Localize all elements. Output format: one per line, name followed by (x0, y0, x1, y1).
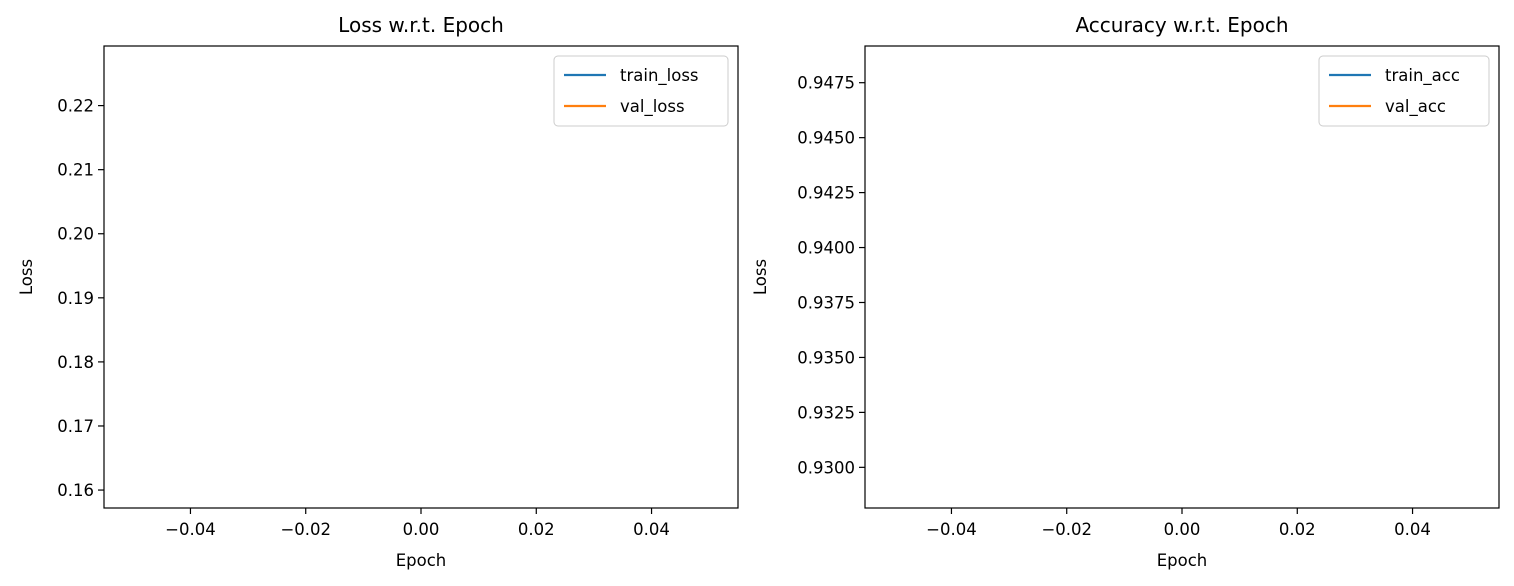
accuracy-y-tick-label: 0.9475 (797, 74, 855, 93)
accuracy-x-tick-label: −0.04 (926, 520, 977, 539)
accuracy-x-ticks: −0.04 −0.02 0.00 0.02 0.04 (926, 508, 1431, 539)
legend-label-train-acc: train_acc (1385, 66, 1460, 86)
accuracy-x-tick-label: 0.04 (1394, 520, 1431, 539)
loss-y-axis-label: Loss (17, 259, 36, 295)
loss-x-tick-label: 0.02 (518, 520, 555, 539)
loss-y-tick-label: 0.16 (57, 481, 94, 500)
accuracy-y-tick-label: 0.9300 (797, 458, 855, 477)
accuracy-y-tick-label: 0.9375 (797, 293, 855, 312)
loss-legend-box (553, 55, 729, 127)
accuracy-y-tick-label: 0.9350 (797, 348, 855, 367)
accuracy-x-tick-label: 0.02 (1279, 520, 1316, 539)
loss-x-tick-label: −0.02 (280, 520, 331, 539)
loss-x-tick-label: 0.00 (403, 520, 440, 539)
accuracy-chart: Accuracy w.r.t. Epoch 0.9300 0.9325 0.9350… (751, 13, 1500, 570)
loss-y-tick-label: 0.18 (57, 353, 94, 372)
accuracy-y-axis-label: Loss (751, 259, 770, 295)
loss-y-tick-label: 0.21 (57, 161, 94, 180)
loss-y-ticks: 0.16 0.17 0.18 0.19 0.20 0.21 0.22 (57, 97, 104, 500)
accuracy-y-tick-label: 0.9325 (797, 403, 855, 422)
loss-x-tick-label: 0.04 (633, 520, 670, 539)
accuracy-legend-box (1318, 55, 1490, 127)
loss-legend: train_loss val_loss (553, 55, 729, 127)
loss-chart-title: Loss w.r.t. Epoch (338, 13, 504, 37)
loss-x-tick-label: −0.04 (165, 520, 216, 539)
loss-chart: Loss w.r.t. Epoch 0.160.170.180.190.200.… (17, 13, 739, 570)
loss-y-tick-label: 0.17 (57, 417, 94, 436)
accuracy-chart-title: Accuracy w.r.t. Epoch (1075, 13, 1288, 37)
accuracy-y-tick-label: 0.9450 (797, 129, 855, 148)
accuracy-x-tick-label: −0.02 (1041, 520, 1092, 539)
loss-y-tick-label: 0.20 (57, 225, 94, 244)
accuracy-x-tick-label: 0.00 (1164, 520, 1201, 539)
legend-label-train-loss: train_loss (620, 66, 699, 86)
accuracy-y-tick-label: 0.9425 (797, 184, 855, 203)
accuracy-y-tick-label: 0.9400 (797, 239, 855, 258)
loss-x-ticks: −0.04 −0.02 0.00 0.02 0.04 (165, 508, 670, 539)
accuracy-x-axis-label: Epoch (1157, 551, 1208, 570)
accuracy-legend: train_acc val_acc (1318, 55, 1490, 127)
loss-y-tick-label: 0.22 (57, 97, 94, 116)
legend-label-val-acc: val_acc (1385, 97, 1446, 117)
loss-y-tick-label: 0.19 (57, 289, 94, 308)
accuracy-y-ticks: 0.9300 0.9325 0.9350 0.9375 0.9400 0.9425 0.94… (797, 74, 865, 477)
loss-x-axis-label: Epoch (396, 551, 447, 570)
legend-label-val-loss: val_loss (620, 97, 685, 117)
